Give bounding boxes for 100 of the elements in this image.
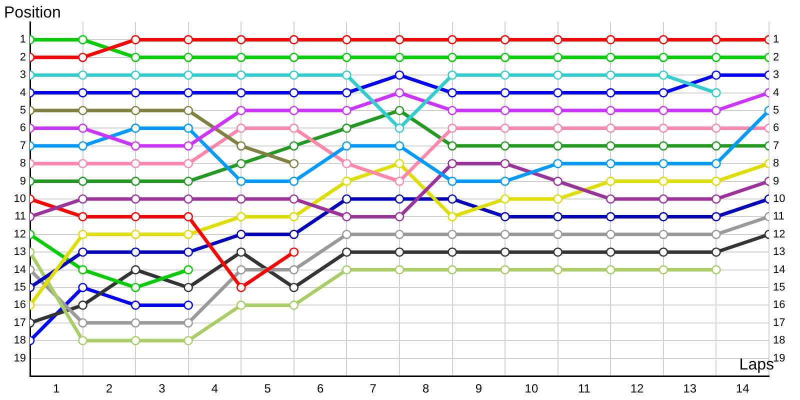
point: [500, 194, 510, 204]
x-axis-title: Laps: [739, 356, 774, 374]
point: [184, 282, 194, 292]
y-tick-label: 7: [20, 140, 26, 152]
y2-tick-label: 9: [773, 175, 780, 188]
point: [658, 194, 668, 204]
point: [658, 230, 668, 240]
point: [78, 318, 88, 328]
point: [184, 212, 194, 222]
point: [236, 212, 246, 222]
point: [130, 194, 140, 204]
point: [606, 194, 616, 204]
point: [130, 158, 140, 168]
point: [184, 35, 194, 44]
point: [553, 141, 563, 151]
point: [342, 247, 352, 257]
point: [184, 158, 194, 168]
point: [553, 230, 563, 240]
point: [394, 88, 404, 98]
x-tick-label: 8: [422, 382, 430, 396]
point: [78, 35, 88, 44]
point: [553, 106, 563, 116]
point: [712, 70, 721, 80]
point: [712, 52, 721, 62]
point: [184, 247, 194, 257]
point: [658, 265, 668, 274]
point: [500, 176, 510, 186]
point: [342, 141, 352, 151]
point: [236, 176, 246, 186]
y2-tick-label: 2: [773, 51, 780, 64]
point: [500, 212, 510, 222]
point: [289, 265, 299, 274]
point: [658, 141, 668, 151]
point: [658, 35, 668, 44]
point: [658, 212, 668, 222]
point: [184, 194, 194, 204]
y-tick-label: 3: [20, 69, 26, 82]
x-tick-label: 3: [158, 382, 166, 396]
point: [184, 176, 194, 186]
point: [448, 52, 457, 62]
point: [394, 247, 404, 257]
point: [289, 124, 299, 133]
point: [130, 247, 140, 257]
point: [78, 230, 88, 240]
point: [130, 141, 140, 151]
point: [78, 300, 88, 310]
y-tick-label: 12: [14, 228, 26, 240]
point: [606, 124, 616, 133]
y-tick-label: 15: [14, 282, 26, 294]
point: [130, 176, 140, 186]
x-tick-label: 9: [475, 382, 482, 396]
y2-tick-label: 19: [773, 352, 786, 364]
point: [658, 247, 668, 257]
point: [342, 230, 352, 240]
x-tick-label: 2: [106, 382, 113, 396]
point: [500, 35, 510, 44]
y2-tick-label: 6: [773, 122, 780, 134]
point: [712, 158, 721, 168]
point: [342, 35, 352, 44]
point: [184, 70, 194, 80]
point: [184, 88, 194, 98]
point: [130, 52, 140, 62]
point: [658, 158, 668, 168]
point: [606, 70, 616, 80]
point: [342, 158, 352, 168]
point: [184, 265, 194, 274]
point: [289, 176, 299, 186]
point: [78, 70, 88, 80]
point: [712, 124, 721, 133]
point: [236, 247, 246, 257]
point: [289, 52, 299, 62]
point: [78, 194, 88, 204]
point: [448, 212, 457, 222]
point: [289, 106, 299, 116]
y-tick-label: 1: [20, 34, 26, 46]
y-tick-label: 6: [20, 122, 26, 134]
point: [130, 106, 140, 116]
point: [130, 230, 140, 240]
y2-tick-label: 16: [773, 299, 786, 312]
point: [236, 35, 246, 44]
point: [500, 106, 510, 116]
point: [448, 158, 457, 168]
point: [606, 230, 616, 240]
point: [448, 176, 457, 186]
point: [394, 265, 404, 274]
point: [184, 141, 194, 151]
point: [236, 106, 246, 116]
point: [342, 88, 352, 98]
y-tick-label: 17: [14, 316, 26, 329]
point: [78, 141, 88, 151]
point: [606, 35, 616, 44]
point: [606, 52, 616, 62]
y-tick-label: 13: [14, 246, 26, 258]
point: [236, 265, 246, 274]
y2-tick-label: 3: [773, 69, 780, 82]
y2-tick-label: 5: [773, 104, 780, 117]
point: [184, 52, 194, 62]
point: [78, 282, 88, 292]
point: [342, 212, 352, 222]
x-tick-label: 10: [524, 382, 538, 396]
